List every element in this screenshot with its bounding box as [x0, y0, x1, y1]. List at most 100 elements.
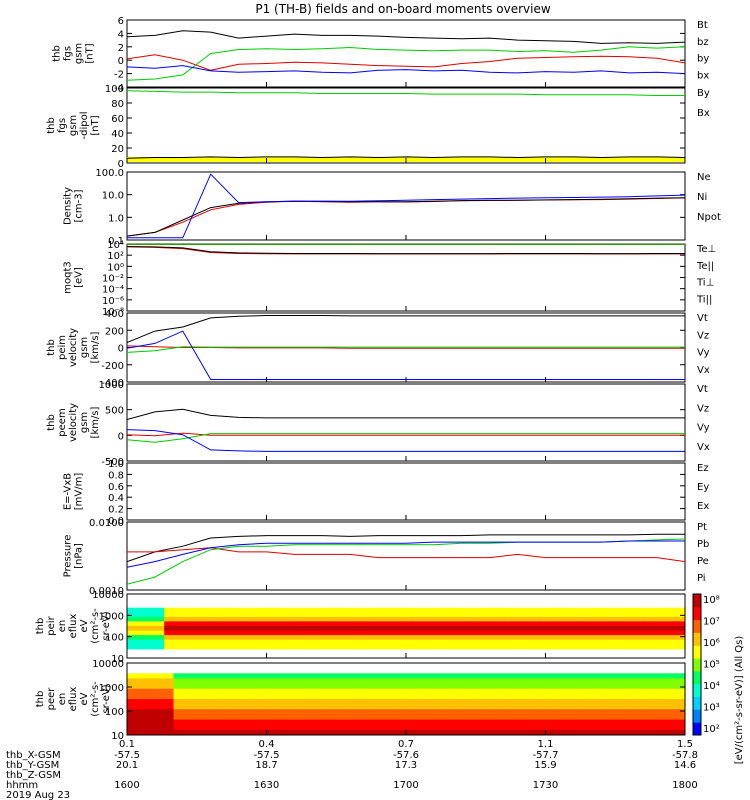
- heatmap-cell: [210, 626, 221, 632]
- heatmap-cell: [220, 673, 230, 679]
- heatmap-cell: [573, 673, 584, 679]
- heatmap-cell: [201, 699, 212, 705]
- y-axis-label: thb fgs gsm [nT]: [52, 43, 96, 64]
- heatmap-cell: [480, 709, 491, 715]
- heatmap-cell: [359, 639, 370, 645]
- heatmap-cell: [396, 693, 407, 700]
- heatmap-cell: [526, 626, 537, 632]
- heatmap-cell: [619, 683, 630, 690]
- heatmap-cell: [545, 635, 556, 641]
- heatmap-cell: [443, 683, 453, 690]
- time-row-value: 18.7: [255, 760, 277, 771]
- heatmap-cell: [182, 683, 193, 690]
- heatmap-cell: [536, 621, 546, 627]
- heatmap-cell: [331, 639, 342, 645]
- heatmap-cell: [201, 729, 212, 736]
- heatmap-cell: [257, 639, 267, 645]
- heatmap-cell: [592, 639, 602, 645]
- heatmap-cell: [164, 612, 174, 618]
- heatmap-cell: [638, 673, 649, 679]
- heatmap-cell: [313, 644, 323, 650]
- heatmap-cell: [489, 612, 500, 618]
- heatmap-cell: [508, 729, 519, 736]
- heatmap-cell: [368, 714, 379, 720]
- heatmap-cell: [601, 607, 612, 613]
- heatmap-cell: [675, 678, 686, 684]
- heatmap-cell: [322, 678, 333, 684]
- heatmap-cell: [387, 688, 398, 695]
- heatmap-cell: [247, 621, 258, 627]
- heatmap-cell: [340, 688, 351, 695]
- heatmap-cell: [266, 616, 277, 622]
- heatmap-cell: [154, 724, 165, 731]
- heatmap-cell: [461, 630, 472, 636]
- heatmap-cell: [647, 724, 658, 731]
- heatmap-cell: [582, 693, 593, 700]
- heatmap-cell: [675, 729, 686, 736]
- heatmap-cell: [415, 704, 426, 710]
- heatmap-cell: [443, 709, 453, 715]
- heatmap-cell: [415, 688, 426, 695]
- heatmap-cell: [201, 719, 212, 726]
- heatmap-cell: [499, 709, 509, 715]
- heatmap-cell: [247, 635, 258, 641]
- heatmap-cell: [526, 635, 537, 641]
- heatmap-cell: [629, 693, 639, 700]
- heatmap-cell: [229, 683, 240, 690]
- heatmap-cell: [433, 699, 444, 705]
- heatmap-cell: [331, 644, 342, 650]
- heatmap-cell: [368, 644, 379, 650]
- heatmap-cell: [247, 673, 258, 679]
- heatmap-cell: [313, 704, 323, 710]
- heatmap-cell: [210, 612, 221, 618]
- heatmap-cell: [545, 626, 556, 632]
- time-row-value: -57.5: [114, 750, 140, 761]
- heatmap-cell: [164, 621, 174, 627]
- series-line-Bt: [126, 30, 686, 44]
- heatmap-cell: [592, 714, 602, 720]
- legend-label: Ti||: [696, 294, 712, 305]
- y-tick-label: 10²: [107, 251, 124, 262]
- heatmap-cell: [675, 607, 686, 613]
- heatmap-cell: [173, 639, 184, 645]
- heatmap-cell: [480, 693, 491, 700]
- heatmap-cell: [647, 719, 658, 726]
- heatmap-cell: [675, 719, 686, 726]
- heatmap-cell: [331, 688, 342, 695]
- heatmap-cell: [610, 683, 621, 690]
- heatmap-cell: [201, 607, 212, 613]
- heatmap-cell: [499, 678, 509, 684]
- heatmap-cell: [201, 639, 212, 645]
- heatmap-cell: [247, 709, 258, 715]
- heatmap-cell: [303, 709, 314, 715]
- heatmap-cell: [452, 729, 463, 736]
- heatmap-cell: [210, 635, 221, 641]
- heatmap-cell: [229, 630, 240, 636]
- heatmap-cell: [452, 635, 463, 641]
- heatmap-cell: [508, 699, 519, 705]
- heatmap-cell: [173, 714, 184, 720]
- heatmap-cell: [378, 704, 388, 710]
- heatmap-cell: [359, 714, 370, 720]
- heatmap-cell: [275, 673, 286, 679]
- y-tick-label: 100: [105, 707, 124, 718]
- heatmap-cell: [564, 644, 574, 650]
- heatmap-cell: [675, 673, 686, 679]
- heatmap-cell: [629, 719, 639, 726]
- y-tick-label: 10000: [92, 590, 124, 601]
- heatmap-cell: [229, 616, 240, 622]
- heatmap-cell: [387, 639, 398, 645]
- heatmap-cell: [443, 607, 453, 613]
- heatmap-cell: [368, 612, 379, 618]
- heatmap-cell: [247, 616, 258, 622]
- heatmap-cell: [545, 724, 556, 731]
- heatmap-cell: [638, 729, 649, 736]
- heatmap-cell: [489, 626, 500, 632]
- heatmap-cell: [127, 607, 137, 613]
- heatmap-cell: [629, 688, 639, 695]
- heatmap-cell: [480, 719, 491, 726]
- heatmap-cell: [526, 630, 537, 636]
- heatmap-cell: [303, 616, 314, 622]
- heatmap-cell: [489, 639, 500, 645]
